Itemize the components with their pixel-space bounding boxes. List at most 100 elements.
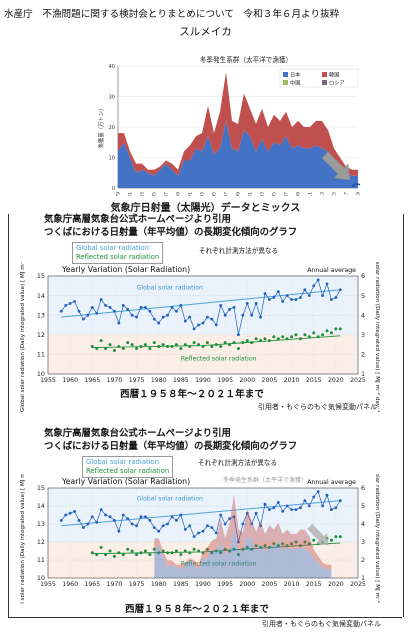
solar-chart-title: Yearly Variation (Solar Radiation) xyxy=(61,265,190,274)
global-point xyxy=(210,526,214,529)
global-point xyxy=(139,305,143,309)
method-note-2: それぞれ計測方法が異なる xyxy=(198,459,278,467)
global-point xyxy=(166,313,169,317)
global-point xyxy=(299,296,302,299)
solar-xtick-label: 1965 xyxy=(84,377,100,384)
overlay-decline-arrow-icon xyxy=(307,524,329,545)
fish-xtick-label: 1985 xyxy=(152,192,158,196)
global-point xyxy=(263,502,267,506)
global-point xyxy=(152,526,156,529)
global-point xyxy=(86,313,90,317)
fish-xtick-label: 2001 xyxy=(248,192,254,196)
fish-xtick-label: 1979 xyxy=(116,192,122,196)
reflected-point xyxy=(245,339,249,343)
reflected-point xyxy=(338,327,342,331)
global-point xyxy=(179,513,183,517)
global-point xyxy=(95,520,99,524)
global-series-label: Global solar radiation xyxy=(137,496,203,503)
jma-source-2-line2: つくばにおける日射量（年平均値）の長期変化傾向のグラフ xyxy=(44,440,298,452)
reflected-point xyxy=(290,542,294,546)
solar-xtick-label: 1995 xyxy=(217,377,233,384)
reflected-point xyxy=(321,333,325,337)
global-point xyxy=(68,302,72,305)
solar-xtick-label: 1990 xyxy=(195,377,211,384)
global-point xyxy=(130,522,134,526)
reflected-point xyxy=(329,538,333,542)
solar-xtick-label: 2020 xyxy=(328,581,344,588)
solar-ytick-left: 12 xyxy=(37,538,45,546)
global-point xyxy=(104,304,107,307)
fish-xtick-label: 2005 xyxy=(272,192,278,196)
global-point xyxy=(68,511,72,515)
squid-catch-chart: 0 10 20 30 40 1979 1981 1983 1985 1987 1989 1991 199… xyxy=(97,55,362,196)
global-point xyxy=(241,313,245,317)
solar-xtick-label: 1980 xyxy=(151,581,167,588)
global-point xyxy=(188,524,192,528)
fish-legend-label: 日本 xyxy=(290,71,300,79)
global-point xyxy=(82,317,85,321)
global-point xyxy=(192,535,196,538)
reflected-point xyxy=(312,331,316,335)
solar-plot-frame xyxy=(47,487,359,579)
fish-xtick-label: 2013 xyxy=(320,192,326,196)
global-point xyxy=(77,519,81,522)
global-point xyxy=(316,278,320,282)
global-point xyxy=(206,524,209,528)
solar-ytick-left: 10 xyxy=(37,574,45,582)
global-point xyxy=(232,515,236,519)
global-band xyxy=(48,276,358,335)
solar-xtick-label: 2020 xyxy=(328,377,344,384)
global-point xyxy=(254,511,258,515)
global-point xyxy=(144,305,147,309)
global-point xyxy=(330,508,333,511)
global-point xyxy=(148,309,152,313)
overlay-ghost-title: 冬季発生系群（太平洋で漁獲） xyxy=(223,476,307,484)
reflected-point xyxy=(130,343,134,347)
solar-annotation: Annual average xyxy=(307,267,356,274)
reflected-series-label: Reflected solar radiation xyxy=(181,355,257,362)
fish-ylabel: 漁獲量（万トン） xyxy=(97,105,105,148)
global-point xyxy=(285,504,289,508)
fish-xtick-label: 1999 xyxy=(236,192,242,196)
fish-tail-mark xyxy=(351,183,361,188)
fish-xtick-label: 1989 xyxy=(176,192,182,196)
legend-2-reflected: Reflected solar radiation xyxy=(86,467,170,475)
solar-xtick-label: 1985 xyxy=(173,377,189,384)
global-point xyxy=(241,522,245,526)
global-point xyxy=(108,305,112,309)
reflected-point xyxy=(254,337,258,341)
solar-ytick-right: 5 xyxy=(361,292,365,300)
solar-annotation: Annual average xyxy=(307,479,356,486)
solar-xtick-label: 2005 xyxy=(262,377,278,384)
global-point xyxy=(250,313,254,317)
global-point xyxy=(276,290,280,294)
global-point xyxy=(197,531,200,535)
global-point xyxy=(237,540,240,544)
fish-ytick-label: 40 xyxy=(109,64,115,70)
credit-1: 引用者・もぐらのもぐ気候変動パネル xyxy=(258,403,377,411)
solar-ytick-right: 5 xyxy=(361,502,365,510)
fish-area-0 xyxy=(118,120,358,188)
global-point xyxy=(197,323,200,327)
jma-source-1: 気象庁高層気象台公式ホームページより引用 つくばにおける日射量（年平均値）の長期… xyxy=(44,214,297,239)
global-point xyxy=(250,522,254,526)
reflected-point xyxy=(192,547,196,551)
global-point xyxy=(73,510,76,513)
reflected-point xyxy=(135,553,139,557)
overlay-fish-area-0 xyxy=(154,529,332,578)
fish-xtick-label: 2019 xyxy=(356,192,362,196)
global-point xyxy=(334,296,338,299)
global-trend-line xyxy=(61,289,341,318)
global-point xyxy=(228,307,231,311)
global-point xyxy=(254,302,258,305)
global-point xyxy=(201,529,205,533)
reflected-point xyxy=(210,345,214,349)
solar-ylabel-left: Global solar radiation (Daily integrated… xyxy=(19,474,26,604)
reflected-point xyxy=(174,549,178,553)
reflected-point xyxy=(303,333,307,337)
solar-ytick-left: 12 xyxy=(37,331,45,339)
global-series-line xyxy=(61,279,341,335)
global-point xyxy=(307,294,311,297)
global-point xyxy=(263,292,267,296)
